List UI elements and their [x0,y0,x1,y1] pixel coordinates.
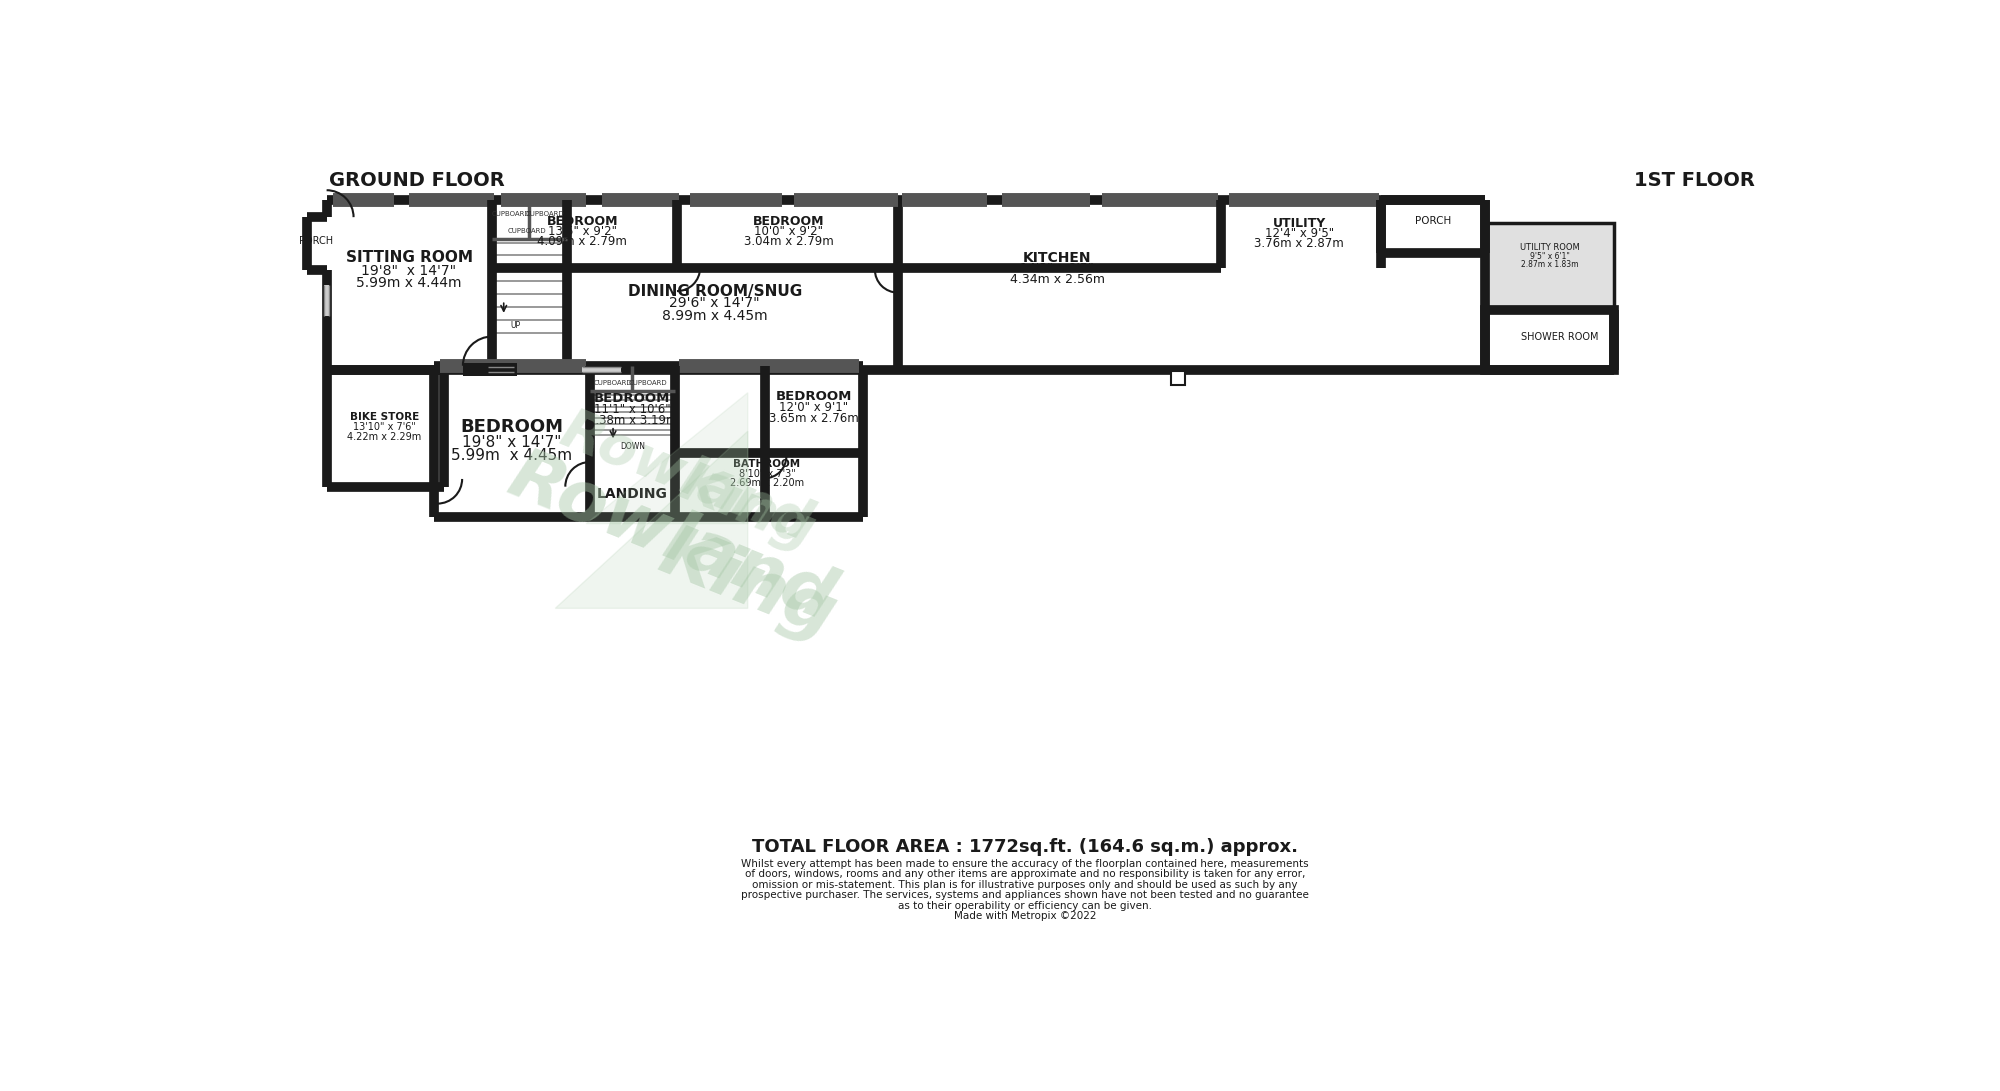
Bar [1486,224,1614,310]
Text: 3.76m x 2.87m: 3.76m x 2.87m [1254,237,1344,250]
Text: BEDROOM: BEDROOM [460,418,562,436]
Text: UTILITY ROOM: UTILITY ROOM [1520,243,1580,252]
Text: as to their operability or efficiency can be given.: as to their operability or efficiency ca… [898,900,1152,911]
Text: 13'5" x 9'2": 13'5" x 9'2" [548,225,616,238]
Bar [326,370,444,487]
Text: 19'8"  x 14'7": 19'8" x 14'7" [362,264,456,278]
Text: 2.87m x 1.83m: 2.87m x 1.83m [1522,260,1578,268]
Text: 12'0" x 9'1": 12'0" x 9'1" [780,400,848,413]
Text: 3.04m x 2.79m: 3.04m x 2.79m [744,235,834,248]
Text: 8'10" x 7'3": 8'10" x 7'3" [738,468,796,479]
Text: Rowland: Rowland [498,443,844,636]
Text: 11'1" x 10'6": 11'1" x 10'6" [594,404,670,416]
Text: 12'4" x 9'5": 12'4" x 9'5" [1264,227,1334,240]
Bar [1486,310,1614,370]
Text: omission or mis-statement. This plan is for illustrative purposes only and shoul: omission or mis-statement. This plan is … [752,879,1298,890]
Text: 9'5" x 6'1": 9'5" x 6'1" [1530,252,1570,261]
Text: Made with Metropix ©2022: Made with Metropix ©2022 [954,911,1096,921]
Text: CUPBOARD: CUPBOARD [628,381,668,386]
Text: PORCH: PORCH [1414,216,1452,226]
Text: prospective purchaser. The services, systems and appliances shown have not been : prospective purchaser. The services, sys… [742,890,1308,900]
Bar [582,368,620,372]
Text: SITTING ROOM: SITTING ROOM [346,251,472,265]
Text: 1ST FLOOR: 1ST FLOOR [1634,171,1756,191]
Text: BEDROOM: BEDROOM [546,215,618,228]
Text: DINING ROOM/SNUG: DINING ROOM/SNUG [628,284,802,299]
Text: BEDROOM: BEDROOM [594,393,670,406]
Text: UTILITY: UTILITY [1272,217,1326,230]
Bar [462,363,516,375]
Text: BIKE STORE: BIKE STORE [350,412,418,422]
Text: KITCHEN: KITCHEN [1024,251,1092,265]
Text: CUPBOARD: CUPBOARD [594,381,632,386]
Bar [1486,310,1614,370]
Bar [488,368,516,372]
Text: 3.65m x 2.76m: 3.65m x 2.76m [770,411,858,424]
Text: UP: UP [510,321,520,331]
Text: of doors, windows, rooms and any other items are approximate and no responsibili: of doors, windows, rooms and any other i… [744,870,1306,879]
Text: 10'0" x 9'2": 10'0" x 9'2" [754,225,824,238]
Text: 13'10" x 7'6": 13'10" x 7'6" [352,422,416,432]
Text: 19'8" x 14'7": 19'8" x 14'7" [462,435,562,451]
Text: King: King [672,457,824,560]
Text: DOWN: DOWN [620,442,644,451]
Text: 14'3" x 8'5": 14'3" x 8'5" [1020,262,1094,275]
Bar [434,365,864,517]
Bar [462,363,516,375]
Text: 5.99m x 4.44m: 5.99m x 4.44m [356,276,462,290]
Text: BEDROOM: BEDROOM [776,391,852,403]
Text: 2.69m x 2.20m: 2.69m x 2.20m [730,478,804,488]
Text: 5.99m  x 4.45m: 5.99m x 4.45m [450,448,572,464]
Text: CUPBOARD: CUPBOARD [492,211,530,217]
Text: GROUND FLOOR: GROUND FLOOR [328,171,504,191]
Bar [1486,224,1614,310]
Text: Rowland: Rowland [554,403,820,552]
Text: CUPBOARD: CUPBOARD [508,228,546,235]
Polygon shape [586,393,748,524]
Text: BEDROOM: BEDROOM [752,215,824,228]
Bar [1172,371,1186,385]
Text: Whilst every attempt has been made to ensure the accuracy of the floorplan conta: Whilst every attempt has been made to en… [742,859,1308,868]
Text: 8.99m x 4.45m: 8.99m x 4.45m [662,309,768,323]
Text: PORCH: PORCH [298,236,332,247]
Text: King: King [650,518,846,652]
Text: TOTAL FLOOR AREA : 1772sq.ft. (164.6 sq.m.) approx.: TOTAL FLOOR AREA : 1772sq.ft. (164.6 sq.… [752,838,1298,856]
Text: 29'6" x 14'7": 29'6" x 14'7" [670,297,760,311]
Bar [324,285,328,315]
Bar [1380,201,1486,253]
Text: 4.22m x 2.29m: 4.22m x 2.29m [348,432,422,442]
Text: LANDING: LANDING [596,488,668,502]
Text: SHOWER ROOM: SHOWER ROOM [1522,333,1598,343]
Bar [326,201,898,370]
Text: 4.09m x 2.79m: 4.09m x 2.79m [538,235,628,248]
Text: 3.38m x 3.19m: 3.38m x 3.19m [588,413,678,427]
Text: CUPBOARD: CUPBOARD [526,211,564,217]
Bar [898,201,1486,370]
Text: 4.34m x 2.56m: 4.34m x 2.56m [1010,273,1104,286]
Text: BATHROOM: BATHROOM [734,458,800,468]
Polygon shape [556,431,748,609]
Bar [308,217,326,269]
